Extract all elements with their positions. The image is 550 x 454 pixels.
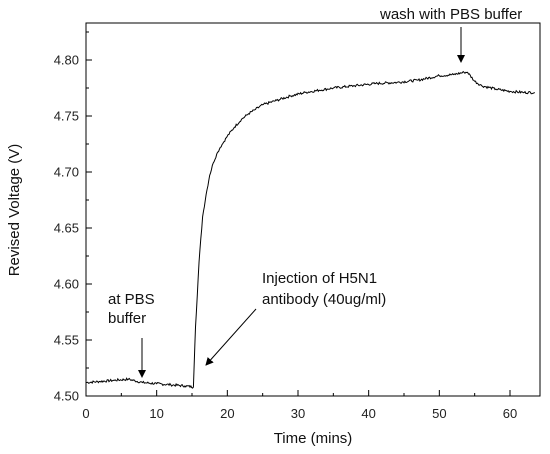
annotation-text-pbs: at PBS	[108, 291, 155, 308]
y-tick-label: 4.65	[54, 221, 79, 236]
x-tick-label: 40	[361, 406, 375, 421]
annotation-text-wash: wash with PBS buffer	[379, 6, 522, 23]
x-tick-label: 10	[149, 406, 163, 421]
x-tick-label: 30	[291, 406, 305, 421]
annotations: at PBS buffer Injection of H5N1 antibody (4…	[108, 6, 522, 378]
y-tick-label: 4.80	[54, 53, 79, 68]
x-axis-title: Time (mins)	[274, 430, 353, 447]
plot-frame	[85, 22, 541, 397]
x-tick-label: 0	[82, 406, 89, 421]
y-tick-label: 4.55	[54, 333, 79, 348]
x-tick-label: 20	[220, 406, 234, 421]
y-tick-label: 4.50	[54, 389, 79, 404]
tick-marks	[85, 31, 511, 397]
annotation-arrow-injection	[205, 308, 257, 366]
annotation-text-pbs: buffer	[108, 310, 146, 327]
x-tick-label: 50	[432, 406, 446, 421]
y-axis-title: Revised Voltage (V)	[6, 144, 23, 277]
x-tick-label: 60	[503, 406, 517, 421]
y-tick-label: 4.75	[54, 109, 79, 124]
annotation-text-injection: Injection of H5N1	[262, 270, 377, 287]
annotation-text-injection: antibody (40ug/ml)	[262, 291, 386, 308]
series-line	[85, 70, 535, 389]
y-tick-label: 4.60	[54, 277, 79, 292]
tick-labels: 0 10 20 30 40 50 60 4.50 4.55 4.60 4.65 4.70 4.75 4.8…	[54, 53, 518, 422]
y-tick-label: 4.70	[54, 165, 79, 180]
